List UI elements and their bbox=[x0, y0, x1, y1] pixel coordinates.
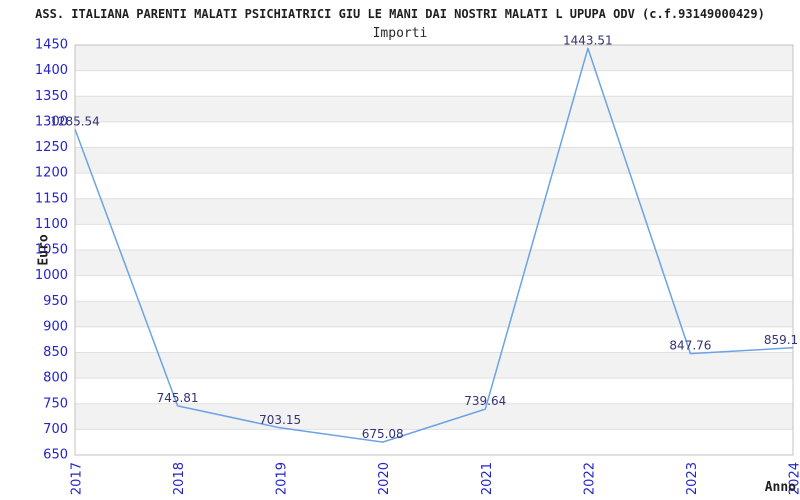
series-line bbox=[74, 47, 794, 443]
y-tick-label: 700 bbox=[43, 422, 68, 437]
data-label: 1285.54 bbox=[50, 114, 100, 128]
y-tick-label: 1000 bbox=[35, 268, 68, 283]
grid-band bbox=[75, 45, 793, 71]
data-label: 847.76 bbox=[669, 339, 711, 353]
y-tick-label: 1400 bbox=[35, 63, 68, 78]
grid-band bbox=[75, 352, 793, 379]
x-tick-label: 2023 bbox=[685, 462, 700, 495]
x-tick-label: 2024 bbox=[788, 462, 800, 495]
y-tick-label: 1350 bbox=[35, 89, 68, 104]
chart-title: ASS. ITALIANA PARENTI MALATI PSICHIATRIC… bbox=[35, 7, 765, 21]
x-tick-label: 2021 bbox=[480, 462, 495, 495]
y-tick-label: 650 bbox=[43, 448, 68, 463]
y-tick-label: 1300 bbox=[35, 114, 68, 129]
y-tick-label: 1150 bbox=[35, 191, 68, 206]
x-tick-label: 2018 bbox=[172, 462, 187, 495]
data-label: 675.08 bbox=[362, 427, 404, 441]
plot-border bbox=[74, 44, 794, 456]
y-tick-label: 1050 bbox=[35, 243, 68, 258]
y-tick-label: 1100 bbox=[35, 217, 68, 232]
x-tick-label: 2019 bbox=[275, 462, 290, 495]
y-tick-label: 1250 bbox=[35, 140, 68, 155]
data-label: 745.81 bbox=[157, 391, 199, 405]
x-tick-label: 2022 bbox=[582, 462, 597, 495]
data-label: 703.15 bbox=[259, 413, 301, 427]
x-tick-label: 2020 bbox=[377, 462, 392, 495]
y-tick-label: 800 bbox=[43, 371, 68, 386]
data-label: 859.1 bbox=[764, 333, 798, 347]
grid-band bbox=[75, 250, 793, 276]
grid-band bbox=[75, 198, 793, 225]
grid-band bbox=[75, 147, 793, 174]
y-tick-label: 1450 bbox=[35, 38, 68, 53]
y-tick-label: 850 bbox=[43, 345, 68, 360]
data-label: 1443.51 bbox=[563, 33, 613, 47]
y-tick-label: 1200 bbox=[35, 166, 68, 181]
y-tick-label: 950 bbox=[43, 294, 68, 309]
y-tick-label: 900 bbox=[43, 319, 68, 334]
x-tick-label: 2017 bbox=[70, 462, 85, 495]
y-tick-label: 750 bbox=[43, 396, 68, 411]
grid-band bbox=[75, 301, 793, 327]
data-label: 739.64 bbox=[464, 394, 506, 408]
chart-subtitle: Importi bbox=[372, 26, 428, 41]
grid-band bbox=[75, 96, 793, 122]
x-axis-title: Anno bbox=[765, 480, 796, 495]
y-axis-title: Euro bbox=[37, 234, 52, 265]
